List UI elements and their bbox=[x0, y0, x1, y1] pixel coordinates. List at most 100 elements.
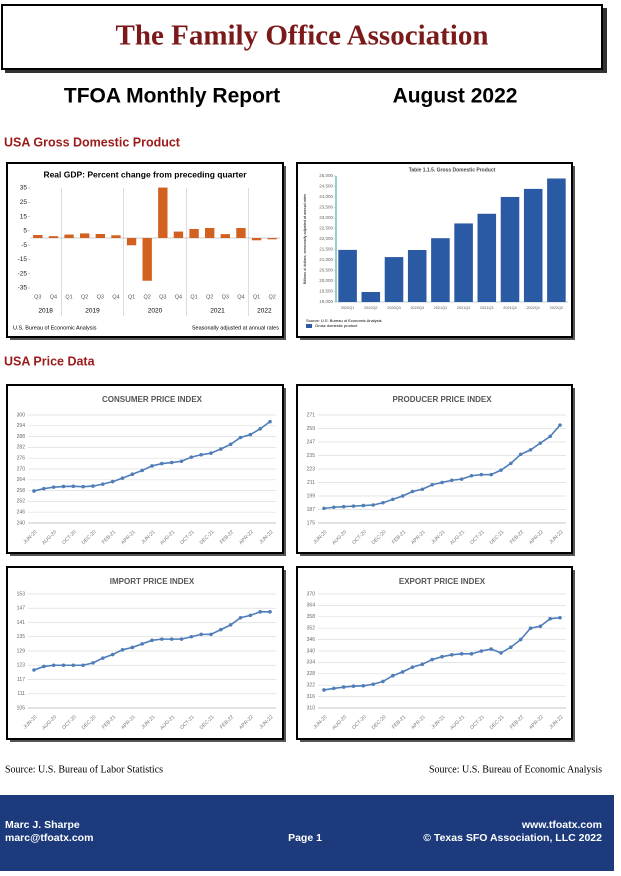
point bbox=[548, 616, 552, 621]
y-tick-label: 240 bbox=[17, 520, 26, 526]
y-tick-label: 370 bbox=[307, 591, 316, 597]
y-tick-label: 328 bbox=[307, 671, 316, 677]
bar bbox=[64, 234, 74, 238]
point bbox=[42, 664, 46, 669]
x-tick-label: 2021Q4 bbox=[503, 306, 517, 310]
point bbox=[130, 645, 135, 650]
y-tick-label: 24,500 bbox=[319, 184, 333, 189]
y-tick-label: 25,000 bbox=[319, 173, 333, 178]
y-tick-label: 5 bbox=[23, 228, 27, 235]
x-tick-label: Q1 bbox=[190, 294, 197, 300]
point bbox=[150, 464, 154, 468]
x-tick-label: Q1 bbox=[65, 294, 72, 300]
point bbox=[499, 468, 503, 472]
point bbox=[430, 482, 434, 487]
y-tick-label: 258 bbox=[17, 488, 26, 494]
point bbox=[199, 632, 203, 637]
point bbox=[538, 624, 543, 629]
chart-frame bbox=[296, 566, 573, 740]
chart-source: Source: U.S. Bureau of Economic Analysis bbox=[306, 318, 382, 323]
chart-source: U.S. Bureau of Economic Analysis bbox=[13, 325, 97, 331]
point bbox=[150, 638, 154, 643]
point bbox=[120, 648, 125, 652]
y-tick-label: 271 bbox=[307, 412, 316, 418]
point bbox=[341, 504, 346, 509]
chart-frame bbox=[6, 566, 284, 740]
point bbox=[110, 479, 115, 484]
x-tick-label: 2021Q1 bbox=[434, 306, 448, 310]
y-tick-label: -35 bbox=[18, 285, 28, 292]
x-tick-label: Q3 bbox=[222, 294, 229, 300]
y-tick-label: -15 bbox=[18, 256, 28, 263]
chart-title: Table 1.1.5. Gross Domestic Product bbox=[409, 167, 496, 173]
point bbox=[238, 615, 243, 620]
point bbox=[459, 652, 464, 656]
chart-title: EXPORT PRICE INDEX bbox=[399, 577, 486, 586]
y-tick-label: 352 bbox=[307, 626, 316, 632]
y-tick-label: 129 bbox=[17, 648, 26, 654]
point bbox=[430, 657, 434, 662]
source-note: Source: U.S. Bureau of Economic Analysis bbox=[429, 764, 602, 775]
point bbox=[258, 610, 262, 614]
point bbox=[219, 447, 223, 451]
bar bbox=[500, 196, 520, 302]
x-tick-label: 2020Q3 bbox=[387, 306, 401, 310]
point bbox=[420, 487, 425, 492]
legend-swatch bbox=[306, 324, 312, 328]
x-tick-label: 2021Q3 bbox=[480, 306, 494, 310]
year-label: 2022 bbox=[257, 308, 272, 315]
bar bbox=[407, 249, 427, 302]
point bbox=[51, 663, 56, 668]
year-label: 2021 bbox=[210, 308, 225, 315]
chart-note: Seasonally adjusted at annual rates bbox=[192, 325, 279, 331]
x-tick-label: Q3 bbox=[159, 294, 166, 300]
point bbox=[361, 683, 366, 688]
point bbox=[209, 451, 213, 455]
point bbox=[489, 472, 493, 477]
point bbox=[391, 497, 395, 502]
x-tick-label: 2020Q2 bbox=[364, 306, 378, 310]
bar bbox=[220, 234, 230, 238]
bar bbox=[189, 229, 199, 238]
y-tick-label: 199 bbox=[307, 493, 316, 499]
y-tick-label: 247 bbox=[307, 439, 316, 445]
point bbox=[400, 494, 405, 498]
y-tick-label: 300 bbox=[17, 412, 26, 418]
bar bbox=[338, 249, 357, 302]
point bbox=[228, 623, 233, 627]
point bbox=[469, 473, 474, 478]
y-tick-label: 22,500 bbox=[319, 226, 333, 231]
y-tick-label: 246 bbox=[17, 510, 26, 516]
y-tick-label: 123 bbox=[17, 663, 26, 669]
point bbox=[420, 662, 425, 667]
y-tick-label: -5 bbox=[21, 242, 27, 249]
x-tick-label: 2020Q4 bbox=[410, 306, 424, 310]
y-tick-label: 340 bbox=[307, 648, 316, 654]
point bbox=[228, 442, 233, 447]
point bbox=[351, 684, 356, 688]
point bbox=[91, 484, 95, 488]
section-title: USA Price Data bbox=[4, 354, 96, 368]
year-label: 2019 bbox=[85, 308, 100, 315]
point bbox=[51, 485, 56, 489]
y-tick-label: 135 bbox=[17, 634, 26, 640]
point bbox=[332, 686, 336, 691]
y-tick-label: 21,000 bbox=[319, 257, 333, 262]
footer-page: Page 1 bbox=[288, 832, 322, 844]
point bbox=[169, 460, 174, 465]
bar bbox=[205, 228, 215, 238]
legend-label: Gross domestic product bbox=[315, 323, 358, 328]
point bbox=[361, 503, 366, 508]
point bbox=[81, 663, 85, 668]
y-tick-label: 346 bbox=[307, 637, 316, 643]
point bbox=[459, 477, 464, 481]
point bbox=[400, 670, 405, 674]
bar bbox=[384, 257, 404, 302]
y-tick-label: 223 bbox=[307, 466, 316, 472]
bar bbox=[251, 238, 262, 241]
y-tick-label: 15 bbox=[20, 213, 28, 220]
bar bbox=[80, 233, 90, 238]
report-title: TFOA Monthly Report bbox=[64, 85, 280, 108]
x-tick-label: Q2 bbox=[269, 294, 276, 300]
